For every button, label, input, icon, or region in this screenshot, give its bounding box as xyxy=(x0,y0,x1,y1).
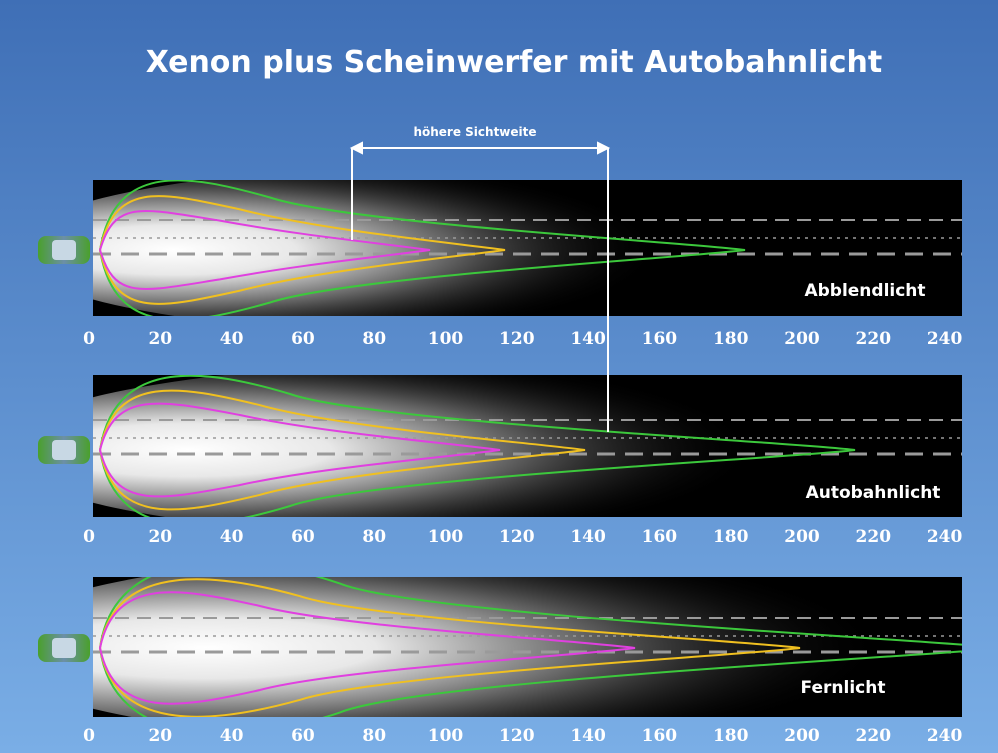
x-tick-label: 220 xyxy=(856,527,892,547)
isolux-contour xyxy=(98,578,801,717)
x-tick-label: 0 xyxy=(83,329,95,349)
isolux-contour xyxy=(98,180,746,316)
x-tick-label: 200 xyxy=(784,527,820,547)
x-tick-label: 20 xyxy=(148,726,172,746)
car-roof xyxy=(52,638,76,658)
x-tick-label: 0 xyxy=(83,726,95,746)
x-tick-label: 200 xyxy=(784,726,820,746)
x-tick-label: 100 xyxy=(428,726,464,746)
x-tick-label: 240 xyxy=(927,726,963,746)
isolux-contour xyxy=(98,591,636,705)
panel: Abblendlicht 0 20 40 60 80 100 120 140 160 180 200 2… xyxy=(38,180,963,349)
range-marker xyxy=(349,141,611,432)
x-tick-label: 180 xyxy=(713,726,749,746)
annotation: höhere Sichtweite xyxy=(413,125,536,139)
x-tick-label: 40 xyxy=(220,527,244,547)
x-tick-label: 140 xyxy=(570,329,606,349)
x-tick-label: 20 xyxy=(148,329,172,349)
x-tick-label: 160 xyxy=(642,329,678,349)
x-tick-label: 80 xyxy=(362,527,386,547)
beam xyxy=(93,577,962,717)
isolux-contour xyxy=(98,402,501,498)
glow xyxy=(93,577,962,717)
panel-label: Fernlicht xyxy=(801,678,886,698)
isolux-contour xyxy=(98,195,506,305)
x-tick-label: 240 xyxy=(927,527,963,547)
x-tick-label: 100 xyxy=(428,527,464,547)
x-tick-label: 140 xyxy=(570,527,606,547)
x-tick-label: 0 xyxy=(83,527,95,547)
isolux-contour xyxy=(98,210,431,290)
panel: Autobahnlicht 0 20 40 60 80 100 120 140 160 180 200… xyxy=(38,375,963,547)
x-tick-label: 60 xyxy=(291,726,315,746)
x-tick-label: 240 xyxy=(927,329,963,349)
x-tick-label: 40 xyxy=(220,329,244,349)
x-tick-label: 20 xyxy=(148,527,172,547)
x-tick-label: 160 xyxy=(642,527,678,547)
x-tick-label: 100 xyxy=(428,329,464,349)
x-tick-label: 220 xyxy=(856,726,892,746)
x-tick-label: 120 xyxy=(499,527,535,547)
x-tick-label: 140 xyxy=(570,726,606,746)
x-tick-label: 40 xyxy=(220,726,244,746)
x-tick-label: 120 xyxy=(499,329,535,349)
x-tick-label: 200 xyxy=(784,329,820,349)
x-tick-label: 60 xyxy=(291,527,315,547)
beam xyxy=(93,180,962,316)
isolux-contour xyxy=(98,375,856,517)
x-tick-label: 120 xyxy=(499,726,535,746)
x-tick-label: 180 xyxy=(713,527,749,547)
x-tick-label: 220 xyxy=(856,329,892,349)
x-tick-label: 60 xyxy=(291,329,315,349)
x-tick-label: 80 xyxy=(362,726,386,746)
glow xyxy=(93,375,951,517)
panel-label: Autobahnlicht xyxy=(806,483,941,503)
panel: Fernlicht 0 20 40 60 80 100 120 140 160 180 200 220 2… xyxy=(38,577,963,746)
beam xyxy=(93,375,962,517)
isolux-contour xyxy=(98,389,586,511)
title: Xenon plus Scheinwerfer mit Autobahnlich… xyxy=(146,45,882,80)
glow xyxy=(93,180,827,316)
x-tick-label: 80 xyxy=(362,329,386,349)
car-roof xyxy=(52,440,76,460)
panel-label: Abblendlicht xyxy=(804,281,925,301)
x-tick-label: 180 xyxy=(713,329,749,349)
car-roof xyxy=(52,240,76,260)
x-tick-label: 160 xyxy=(642,726,678,746)
